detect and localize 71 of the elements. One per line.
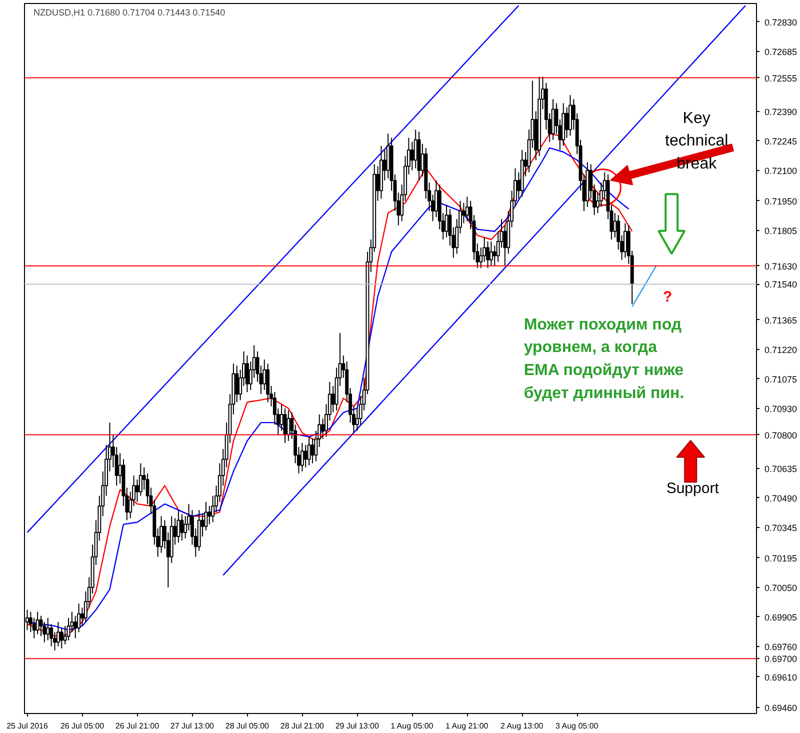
y-tick-label: 0.71075 <box>764 374 798 384</box>
candlestick <box>60 628 64 649</box>
candlestick <box>462 202 466 224</box>
ref-line-label: 0.72555 <box>764 73 798 84</box>
candlestick <box>489 241 493 266</box>
y-tick-label: 0.72830 <box>764 17 798 28</box>
y-tick-label: 0.72685 <box>764 46 798 57</box>
ref-line-label: 0.69700 <box>764 654 798 664</box>
y-tick-label: 0.71805 <box>764 226 798 236</box>
candlestick <box>492 245 496 266</box>
candlestick <box>486 241 490 268</box>
candlestick <box>176 510 180 544</box>
candlestick <box>410 141 414 171</box>
ref-line-label: 0.71630 <box>764 261 798 272</box>
candlestick <box>245 354 249 393</box>
candlestick <box>414 129 418 169</box>
x-tick-label: 25 Jul 2016 <box>6 722 48 730</box>
candlestick <box>235 365 239 403</box>
y-tick-label: 0.72390 <box>764 106 798 117</box>
y-tick-label: 0.69610 <box>764 672 798 682</box>
x-tick-label: 26 Jul 21:00 <box>115 722 160 730</box>
annotation: Может походим под уровнем, а когда EMA подойдут ниже будет длинный пин. <box>524 316 684 402</box>
x-tick-label: 28 Jul 21:00 <box>280 722 325 730</box>
candlestick <box>36 611 40 635</box>
candlestick <box>208 505 212 525</box>
candlestick <box>434 180 438 218</box>
y-tick-label: 0.70930 <box>764 404 798 414</box>
candlestick <box>280 404 284 432</box>
ref-line-label: 0.70800 <box>764 430 798 440</box>
ref-line-label: 0.71540 <box>764 280 798 290</box>
y-tick-label: 0.71365 <box>764 315 798 326</box>
annotation: ? <box>663 288 672 306</box>
candlestick <box>74 615 78 639</box>
candlestick <box>286 410 290 442</box>
y-tick-label: 0.72245 <box>764 136 798 146</box>
chart-title: NZDUSD,H1 0.71680 0.71704 0.71443 0.71540 <box>33 7 226 18</box>
x-tick-label: 3 Aug 05:00 <box>556 722 599 730</box>
candlestick <box>623 222 627 258</box>
candlestick <box>300 442 304 472</box>
x-tick-label: 26 Jul 05:00 <box>60 722 105 730</box>
x-tick-label: 27 Jul 13:00 <box>170 722 215 730</box>
y-tick-label: 0.71220 <box>764 344 798 355</box>
candlestick <box>304 444 308 468</box>
y-tick-label: 0.69460 <box>764 702 798 713</box>
candlestick <box>465 196 469 222</box>
y-tick-label: 0.70195 <box>764 553 798 564</box>
candlestick <box>180 514 184 542</box>
x-tick-label: 1 Aug 21:00 <box>446 722 489 730</box>
candlestick <box>321 418 325 440</box>
candlestick <box>262 359 266 391</box>
candlestick <box>135 479 139 502</box>
candlestick <box>613 212 617 238</box>
y-tick-label: 0.70635 <box>764 464 798 474</box>
candlestick <box>46 617 50 641</box>
x-tick-label: 28 Jul 05:00 <box>225 722 270 730</box>
y-tick-label: 0.69760 <box>764 642 798 652</box>
y-tick-label: 0.69905 <box>764 612 798 622</box>
y-tick-label: 0.70050 <box>764 582 798 593</box>
x-tick-label: 29 Jul 13:00 <box>335 722 380 730</box>
candlestick <box>307 436 311 466</box>
annotation: Support <box>666 480 720 498</box>
x-tick-label: 1 Aug 05:00 <box>390 722 434 730</box>
x-tick-label: 2 Aug 13:00 <box>500 722 544 730</box>
y-tick-label: 0.70345 <box>764 522 798 533</box>
y-tick-label: 0.72100 <box>764 166 798 176</box>
y-tick-label: 0.70490 <box>764 493 798 504</box>
candlestick <box>565 106 569 138</box>
candlestick <box>160 516 164 554</box>
annotation: Key technical break <box>665 110 728 173</box>
y-tick-label: 0.71950 <box>764 196 798 206</box>
candlestick <box>56 621 60 647</box>
